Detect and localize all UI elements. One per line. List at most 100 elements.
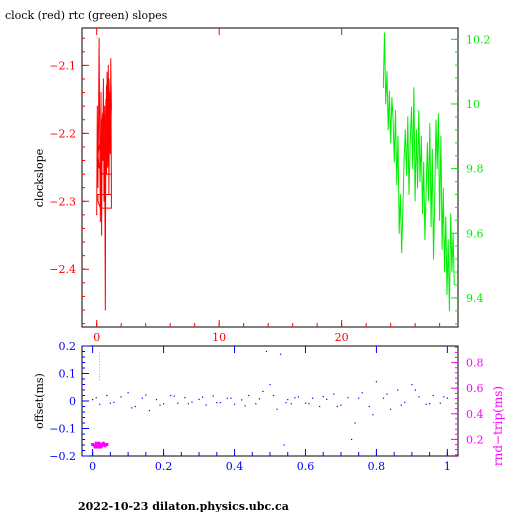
right-tick-label: 0.4 bbox=[466, 408, 484, 421]
offset-point bbox=[219, 402, 221, 404]
clock-slope-point bbox=[101, 119, 103, 121]
clock-slope-point bbox=[107, 166, 109, 168]
clock-slope-point bbox=[96, 105, 98, 107]
rndtrip-point bbox=[98, 445, 102, 449]
right-tick-label: 10 bbox=[466, 98, 480, 111]
rtc-slope-point bbox=[425, 187, 427, 189]
offset-point bbox=[95, 397, 97, 399]
clock-slope-point bbox=[97, 193, 99, 195]
left-tick-label: −2.1 bbox=[49, 59, 76, 72]
clock-slope-point bbox=[100, 92, 102, 94]
offset-point bbox=[414, 389, 417, 391]
offset-point bbox=[425, 403, 427, 405]
rtc-slope-point bbox=[426, 142, 428, 144]
rtc-slope-point bbox=[419, 181, 421, 183]
offset-point bbox=[386, 393, 388, 395]
clock-slope-point bbox=[99, 221, 101, 223]
offset-point bbox=[304, 402, 307, 404]
clock-slope-point bbox=[109, 146, 111, 148]
clock-slope-point bbox=[102, 160, 104, 162]
clock-slope-point bbox=[106, 71, 108, 73]
offset-point bbox=[262, 390, 264, 392]
rtc-slope-point bbox=[433, 258, 435, 260]
rndtrip-point bbox=[97, 441, 101, 445]
offset-point bbox=[340, 404, 342, 406]
offset-point bbox=[205, 404, 207, 406]
clock-slope-point bbox=[104, 309, 106, 311]
offset-point bbox=[372, 414, 374, 416]
clock-slope-point bbox=[104, 193, 106, 195]
slopes-x-axis: 0 10 20 bbox=[93, 28, 441, 344]
clock-slope-point bbox=[98, 126, 100, 128]
offset-point bbox=[134, 405, 136, 408]
rtc-slope-point bbox=[391, 96, 393, 98]
rtc-slope-point bbox=[404, 129, 406, 131]
rtc-slope-point bbox=[448, 310, 450, 312]
rtc-slope-point bbox=[397, 135, 399, 137]
offset-point bbox=[198, 398, 200, 400]
clock-slope-point bbox=[104, 132, 106, 134]
rtc-slope-point bbox=[388, 90, 390, 92]
clock-slope-point bbox=[96, 214, 98, 216]
rtc-slope-point bbox=[434, 200, 436, 202]
clock-slope-point bbox=[101, 193, 103, 195]
clock-slope-point bbox=[107, 64, 109, 66]
offset-point bbox=[162, 403, 165, 405]
offset-point bbox=[233, 403, 236, 405]
clock-slope-point bbox=[110, 187, 112, 189]
rtc-slope-point bbox=[431, 148, 433, 150]
clock-slope-point bbox=[103, 207, 105, 209]
clock-slope-point bbox=[104, 105, 106, 107]
rtc-slope-point bbox=[401, 252, 403, 254]
x-tick-label: 0.2 bbox=[155, 460, 173, 473]
clock-slope-point bbox=[108, 78, 110, 80]
offset-point bbox=[202, 396, 204, 398]
clock-slope-point bbox=[102, 112, 104, 114]
rndtrip-point bbox=[94, 441, 98, 445]
offset-point bbox=[177, 402, 179, 404]
clock-slope-point bbox=[107, 173, 109, 175]
rtc-slope-point bbox=[439, 219, 441, 221]
rtc-slope-point bbox=[408, 193, 410, 195]
x-tick-label: 20 bbox=[335, 331, 349, 344]
clock-slope-point bbox=[107, 146, 109, 148]
offset-point bbox=[382, 397, 385, 399]
right-tick-label: 9.4 bbox=[466, 292, 484, 305]
clock-slope-point bbox=[109, 92, 111, 94]
rtc-slope-point bbox=[446, 294, 448, 296]
offset-point bbox=[269, 383, 271, 386]
rtc-slope-point bbox=[420, 135, 422, 137]
right-tick-label: 0.2 bbox=[466, 433, 484, 446]
rtc-slope-point bbox=[382, 87, 384, 89]
offset-point bbox=[226, 397, 229, 399]
left-tick-label: 0 bbox=[69, 395, 76, 408]
offset-point bbox=[319, 405, 321, 408]
x-tick-label: 0 bbox=[93, 331, 100, 344]
clock-slope-point bbox=[98, 166, 100, 168]
rtc-slope-point bbox=[406, 174, 408, 176]
rtc-slope-line bbox=[382, 32, 455, 311]
clock-slope-point bbox=[105, 85, 107, 87]
rtc-slope-point bbox=[441, 248, 443, 250]
slopes-right-axis: 10.2 10 9.8 9.6 9.4 bbox=[451, 33, 491, 325]
offset-point bbox=[308, 403, 310, 405]
right-tick-label: 10.2 bbox=[466, 33, 491, 46]
offset-point bbox=[361, 392, 363, 394]
offset-point bbox=[109, 402, 111, 404]
offset-point bbox=[336, 405, 338, 408]
offset-point bbox=[216, 402, 218, 404]
clock-slope-point bbox=[101, 234, 103, 236]
offset-point bbox=[127, 392, 129, 394]
left-tick-label: −2.2 bbox=[49, 127, 76, 140]
rtc-slope-point bbox=[453, 284, 455, 286]
offset-point bbox=[418, 396, 420, 398]
offset-point bbox=[173, 395, 175, 397]
rtc-slope-point bbox=[428, 200, 430, 202]
offset-panel: 0 0.2 0.4 0.6 0.8 1 0.2 0.1 0 −0.1 −0.2 0.8 0.6 0.4… bbox=[33, 340, 505, 473]
rtc-slope-point bbox=[450, 213, 452, 215]
slopes-plot-frame bbox=[81, 27, 459, 328]
offset-point bbox=[241, 399, 243, 401]
clock-slope-point bbox=[110, 64, 112, 66]
clock-slope-point bbox=[104, 180, 106, 182]
x-tick-label: 0.6 bbox=[297, 460, 315, 473]
